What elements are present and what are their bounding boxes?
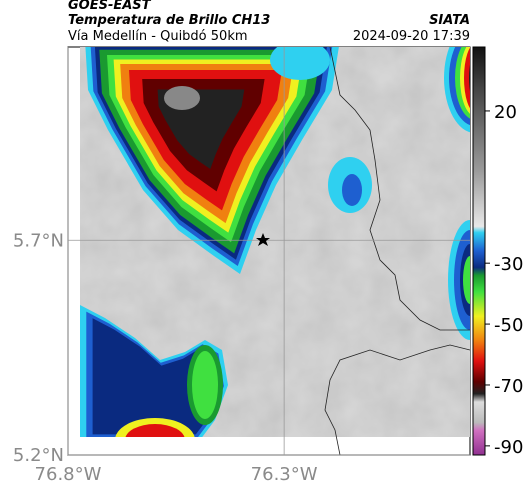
borders <box>324 46 471 456</box>
cloud-band <box>342 174 362 206</box>
x-tick-label: 76.8°W <box>35 464 102 485</box>
border-line <box>329 46 470 331</box>
colorbar-tick-label: -50 <box>494 315 523 336</box>
border-line <box>324 344 471 456</box>
satellite-title: GOES-EAST <box>68 0 152 13</box>
colorbar-tick-label: 20 <box>494 102 517 123</box>
cloud-band <box>125 424 185 437</box>
cloud-band <box>469 64 470 92</box>
cloud-band <box>463 256 470 304</box>
satellite-imagery <box>80 47 470 437</box>
colorbar-tick-label: -30 <box>494 254 523 275</box>
source-label: SIATA <box>429 13 470 28</box>
y-tick-label: 5.7°N <box>13 230 64 251</box>
grid <box>67 47 470 456</box>
cloud-band <box>192 351 218 419</box>
cloud-band <box>464 47 470 109</box>
colorbar-tick-label: -70 <box>494 376 523 397</box>
x-tick-label: 76.3°W <box>251 464 318 485</box>
cloud-band <box>270 47 330 80</box>
product-title: Temperatura de Brillo CH13 <box>68 13 270 28</box>
region-subtitle: Vía Medellín - Quibdó 50km <box>68 29 248 44</box>
cloud-core <box>164 86 200 110</box>
colorbar <box>472 46 486 456</box>
timestamp: 2024-09-20 17:39 <box>353 29 470 44</box>
location-star <box>256 233 270 246</box>
y-tick-label: 5.2°N <box>13 445 64 466</box>
colorbar-tick-label: -90 <box>494 437 523 458</box>
